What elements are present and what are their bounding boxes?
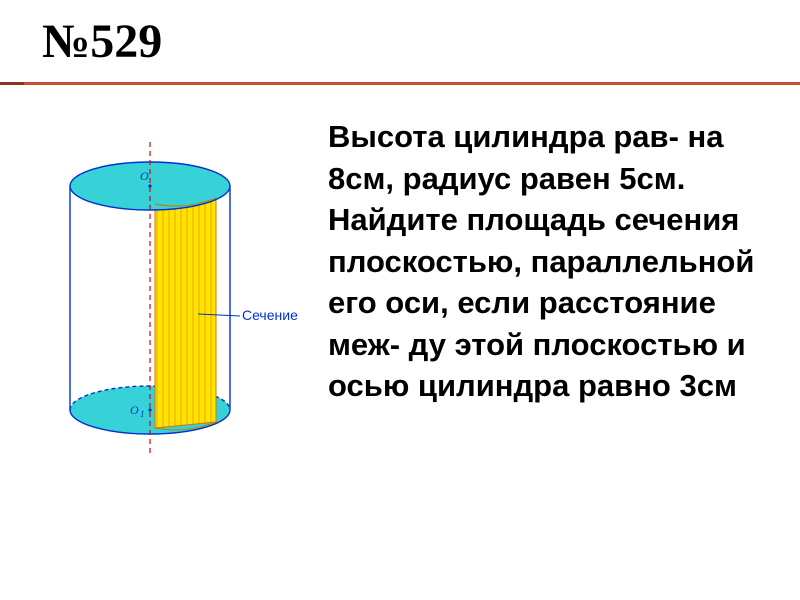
- bottom-center-dot: [148, 408, 151, 411]
- label-o-top: O: [140, 169, 149, 183]
- svg-text:1: 1: [140, 409, 145, 419]
- problem-number: №529: [42, 14, 162, 69]
- problem-text: Высота цилиндра рав- на 8см, радиус раве…: [328, 116, 774, 407]
- horizontal-divider: [0, 82, 800, 85]
- top-center-dot: [148, 184, 151, 187]
- cylinder-diagram: O O 1 Сечение: [40, 130, 300, 490]
- svg-text:O: O: [130, 403, 139, 417]
- svg-text:Сечение: Сечение: [242, 307, 298, 323]
